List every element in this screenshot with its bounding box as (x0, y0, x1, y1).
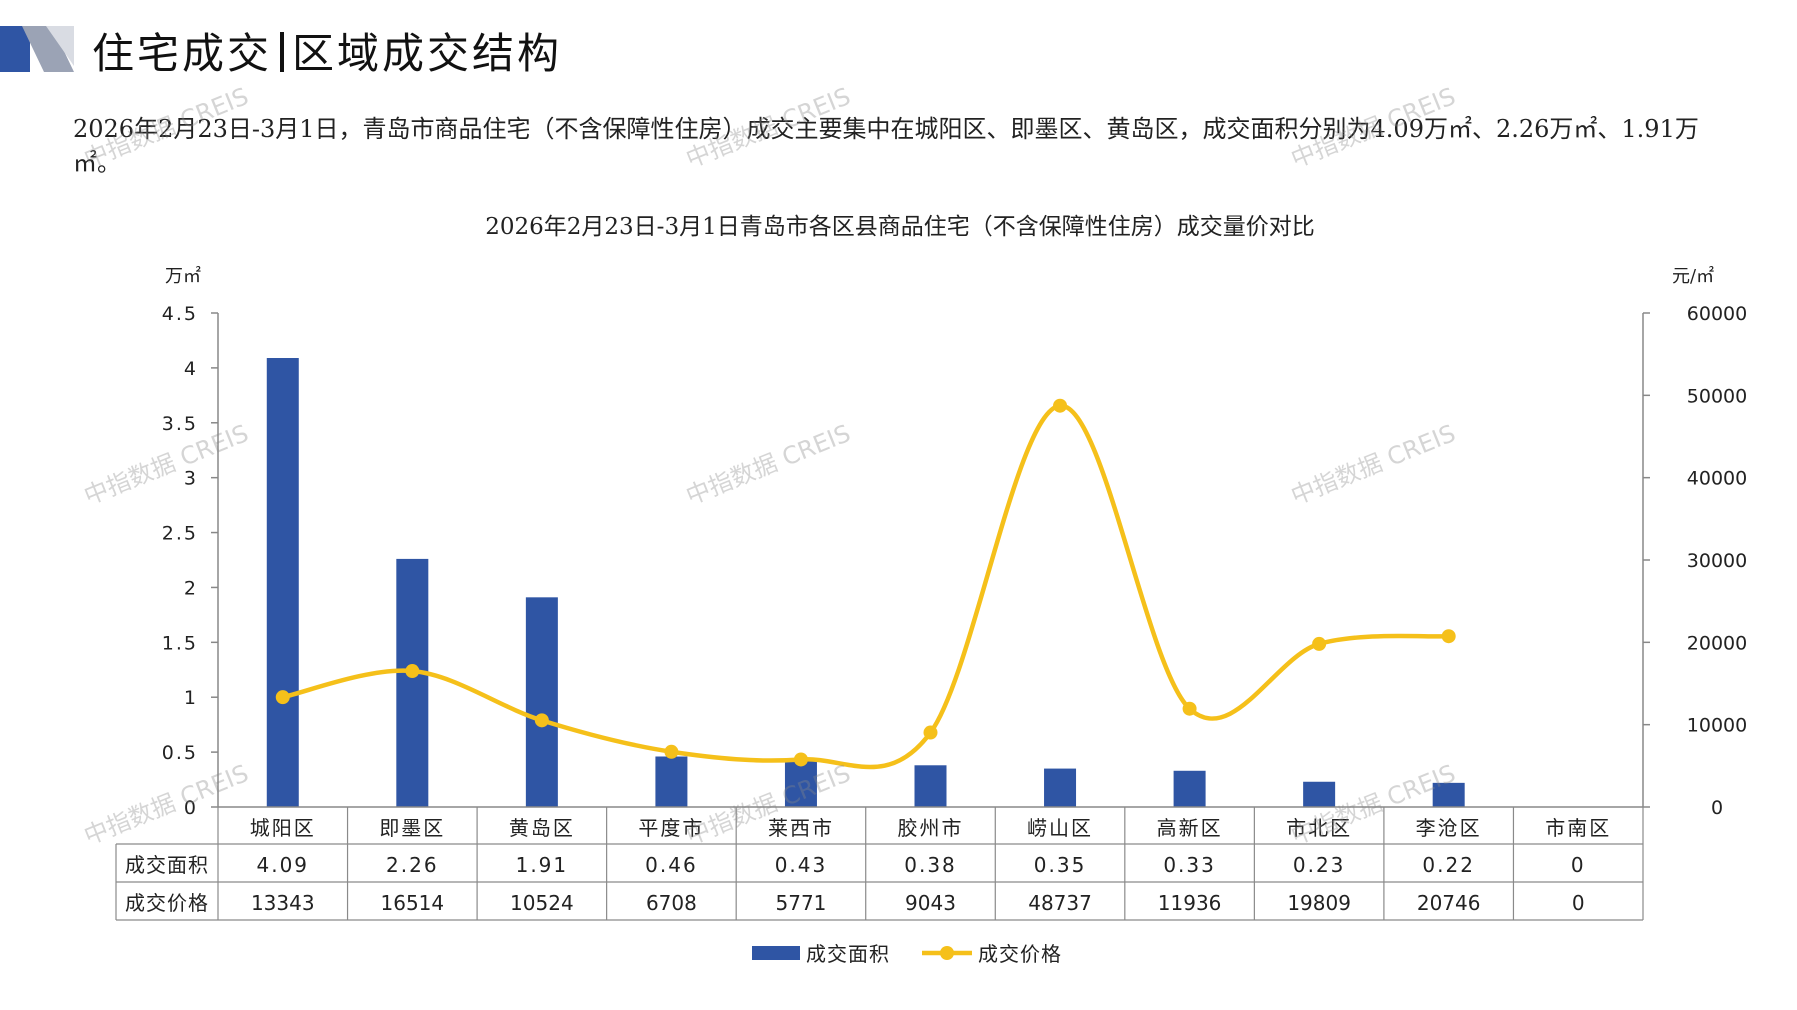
bar-莱西市 (784, 759, 817, 807)
page-title-right: 区域成交结构 (292, 29, 563, 78)
bar-黄岛区 (525, 597, 558, 807)
x-tick-label: 崂山区 (1027, 816, 1093, 840)
y-right-tick-label: 20000 (1687, 632, 1747, 654)
y-right-tick-label: 10000 (1687, 715, 1747, 737)
x-tick-label: 平度市 (638, 816, 704, 840)
price-point-李沧区 (1441, 629, 1456, 644)
price-line (282, 403, 1449, 770)
x-tick-label: 李沧区 (1416, 816, 1482, 840)
table-price-value: 16514 (381, 891, 445, 915)
table-row-label-area: 成交面积 (125, 853, 209, 877)
chart-title: 2026年2月23日-3月1日青岛市各区县商品住宅（不含保障性住房）成交量价对比 (485, 214, 1314, 240)
y-left-tick-label: 2.5 (162, 523, 198, 545)
y-right-tick-label: 60000 (1687, 303, 1747, 325)
price-point-崂山区 (1053, 398, 1068, 413)
table-price-value: 20746 (1417, 891, 1481, 915)
x-tick-label: 黄岛区 (509, 816, 575, 840)
table-area-value: 0.33 (1163, 853, 1216, 877)
table-area-value: 0.22 (1422, 853, 1475, 877)
x-tick-label: 即墨区 (379, 816, 445, 840)
bar-崂山区 (1044, 768, 1077, 807)
bar-即墨区 (396, 558, 429, 807)
table-price-value: 11936 (1158, 891, 1222, 915)
table-area-value: 2.26 (386, 853, 439, 877)
table-area-value: 4.09 (257, 853, 310, 877)
y-left-unit: 万㎡ (165, 265, 201, 287)
price-point-黄岛区 (534, 713, 549, 728)
price-point-高新区 (1182, 701, 1197, 716)
y-left-tick-label: 2 (184, 577, 198, 599)
table-area-value: 0.35 (1034, 853, 1087, 877)
logo-icon (0, 26, 74, 72)
y-left-tick-label: 1 (184, 687, 198, 709)
page-title-left: 住宅成交 (92, 29, 273, 78)
x-tick-label: 高新区 (1157, 816, 1223, 840)
title-separator (280, 32, 285, 72)
table-area-value: 0.43 (775, 853, 828, 877)
y-right-tick-label: 0 (1711, 797, 1723, 819)
y-left-tick-label: 4.5 (162, 303, 198, 325)
legend-line-label: 成交价格 (978, 942, 1062, 966)
table-price-value: 19809 (1287, 891, 1351, 915)
table-area-value: 1.91 (516, 853, 569, 877)
table-area-value: 0 (1571, 853, 1586, 877)
table-price-value: 6708 (646, 891, 697, 915)
legend-line-marker (940, 946, 954, 960)
legend-bar-label: 成交面积 (806, 942, 890, 966)
table-price-value: 10524 (510, 891, 574, 915)
table-price-value: 9043 (905, 891, 956, 915)
table-area-value: 0.46 (645, 853, 698, 877)
x-tick-label: 城阳区 (250, 816, 316, 840)
y-right-unit: 元/㎡ (1672, 265, 1714, 287)
bar-高新区 (1173, 770, 1206, 807)
y-right-tick-label: 40000 (1687, 468, 1747, 490)
bar-胶州市 (914, 765, 947, 807)
bar-市北区 (1303, 781, 1336, 807)
y-left-tick-label: 0 (184, 797, 198, 819)
bar-李沧区 (1432, 782, 1465, 807)
price-point-市北区 (1312, 636, 1327, 651)
y-left-tick-label: 1.5 (162, 632, 198, 654)
bar-城阳区 (266, 358, 299, 807)
page-title: 住宅成交 区域成交结构 (92, 20, 562, 81)
y-right-tick-label: 50000 (1687, 385, 1747, 407)
price-point-莱西市 (793, 752, 808, 767)
x-tick-label: 胶州市 (898, 816, 964, 840)
price-point-城阳区 (275, 690, 290, 705)
legend-bar-swatch (752, 946, 800, 960)
price-point-平度市 (664, 744, 679, 759)
table-price-value: 5771 (776, 891, 827, 915)
x-tick-label: 市南区 (1545, 816, 1611, 840)
x-tick-label: 莱西市 (768, 816, 834, 840)
table-price-value: 0 (1572, 891, 1585, 915)
table-area-value: 0.23 (1293, 853, 1346, 877)
table-area-value: 0.38 (904, 853, 957, 877)
x-tick-label: 市北区 (1286, 816, 1352, 840)
price-point-即墨区 (405, 664, 420, 679)
bar-平度市 (655, 756, 688, 807)
price-point-胶州市 (923, 725, 938, 740)
y-left-tick-label: 4 (184, 358, 198, 380)
table-row-label-price: 成交价格 (125, 891, 209, 915)
table-price-value: 48737 (1028, 891, 1092, 915)
table-price-value: 13343 (251, 891, 315, 915)
y-left-tick-label: 3.5 (162, 413, 198, 435)
summary-text: 2026年2月23日-3月1日，青岛市商品住宅（不含保障性住房）成交主要集中在城… (73, 115, 1699, 177)
y-right-tick-label: 30000 (1687, 550, 1747, 572)
y-left-tick-label: 0.5 (162, 742, 198, 764)
y-left-tick-label: 3 (184, 468, 198, 490)
